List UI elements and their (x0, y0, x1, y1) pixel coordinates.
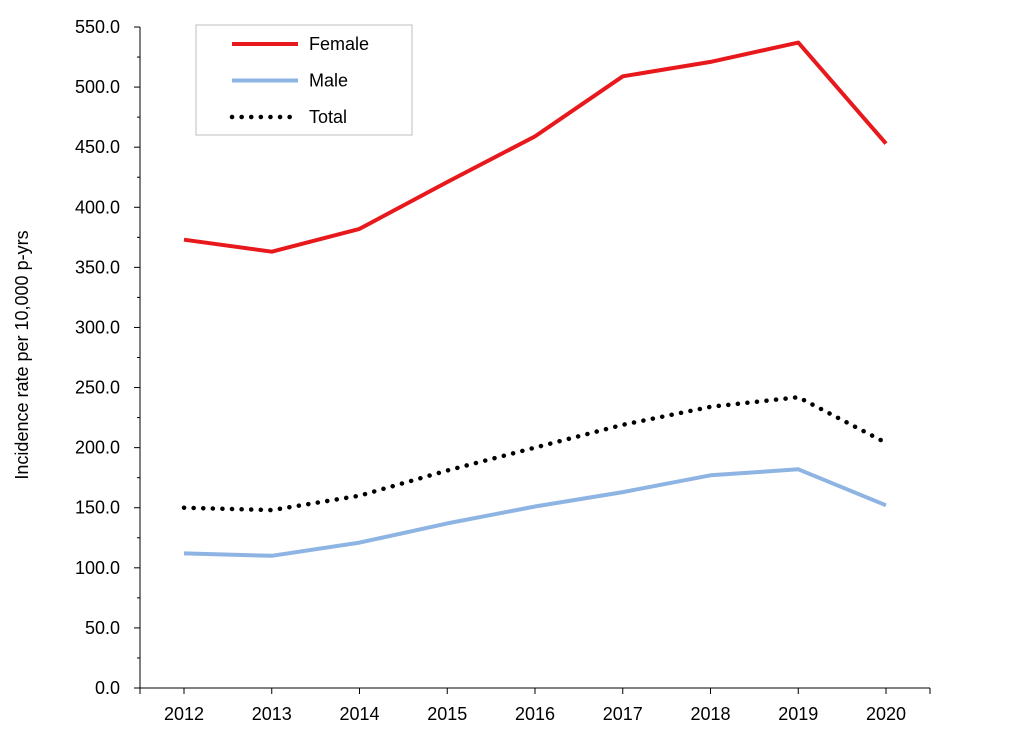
y-tick-label: 50.0 (85, 618, 120, 638)
y-tick-label: 550.0 (75, 17, 120, 37)
y-tick-label: 200.0 (75, 438, 120, 458)
x-tick-label: 2016 (515, 704, 555, 724)
y-tick-label: 500.0 (75, 77, 120, 97)
y-tick-label: 300.0 (75, 317, 120, 337)
x-tick-label: 2017 (603, 704, 643, 724)
x-tick-label: 2020 (866, 704, 906, 724)
legend: Female Male Total (195, 24, 413, 136)
y-tick-label: 150.0 (75, 498, 120, 518)
y-axis-title: Incidence rate per 10,000 p-yrs (12, 230, 32, 479)
x-tick-label: 2013 (252, 704, 292, 724)
y-tick-label: 0.0 (95, 678, 120, 698)
legend-label-total: Total (309, 107, 347, 127)
y-tick-label: 100.0 (75, 558, 120, 578)
y-tick-label: 250.0 (75, 378, 120, 398)
x-tick-label: 2015 (427, 704, 467, 724)
series-line-female (183, 40, 888, 254)
y-axis: 0.0 50.0 100.0 150.0 200.0 250.0 300.0 350.0 400… (75, 17, 141, 698)
x-axis: 2012 2013 2014 2015 2016 2017 2018 2019 2020 (139, 687, 931, 724)
y-tick-label: 450.0 (75, 137, 120, 157)
x-tick-label: 2019 (778, 704, 818, 724)
y-tick-label: 400.0 (75, 197, 120, 217)
series-line-total (181, 394, 889, 513)
legend-box (195, 24, 413, 136)
x-tick-label: 2012 (164, 704, 204, 724)
x-tick-label: 2014 (339, 704, 379, 724)
x-tick-label: 2018 (690, 704, 730, 724)
y-tick-label: 350.0 (75, 257, 120, 277)
legend-label-male: Male (309, 71, 348, 91)
series-lines (181, 40, 889, 558)
series-line-male (183, 467, 887, 558)
legend-label-female: Female (309, 34, 369, 54)
